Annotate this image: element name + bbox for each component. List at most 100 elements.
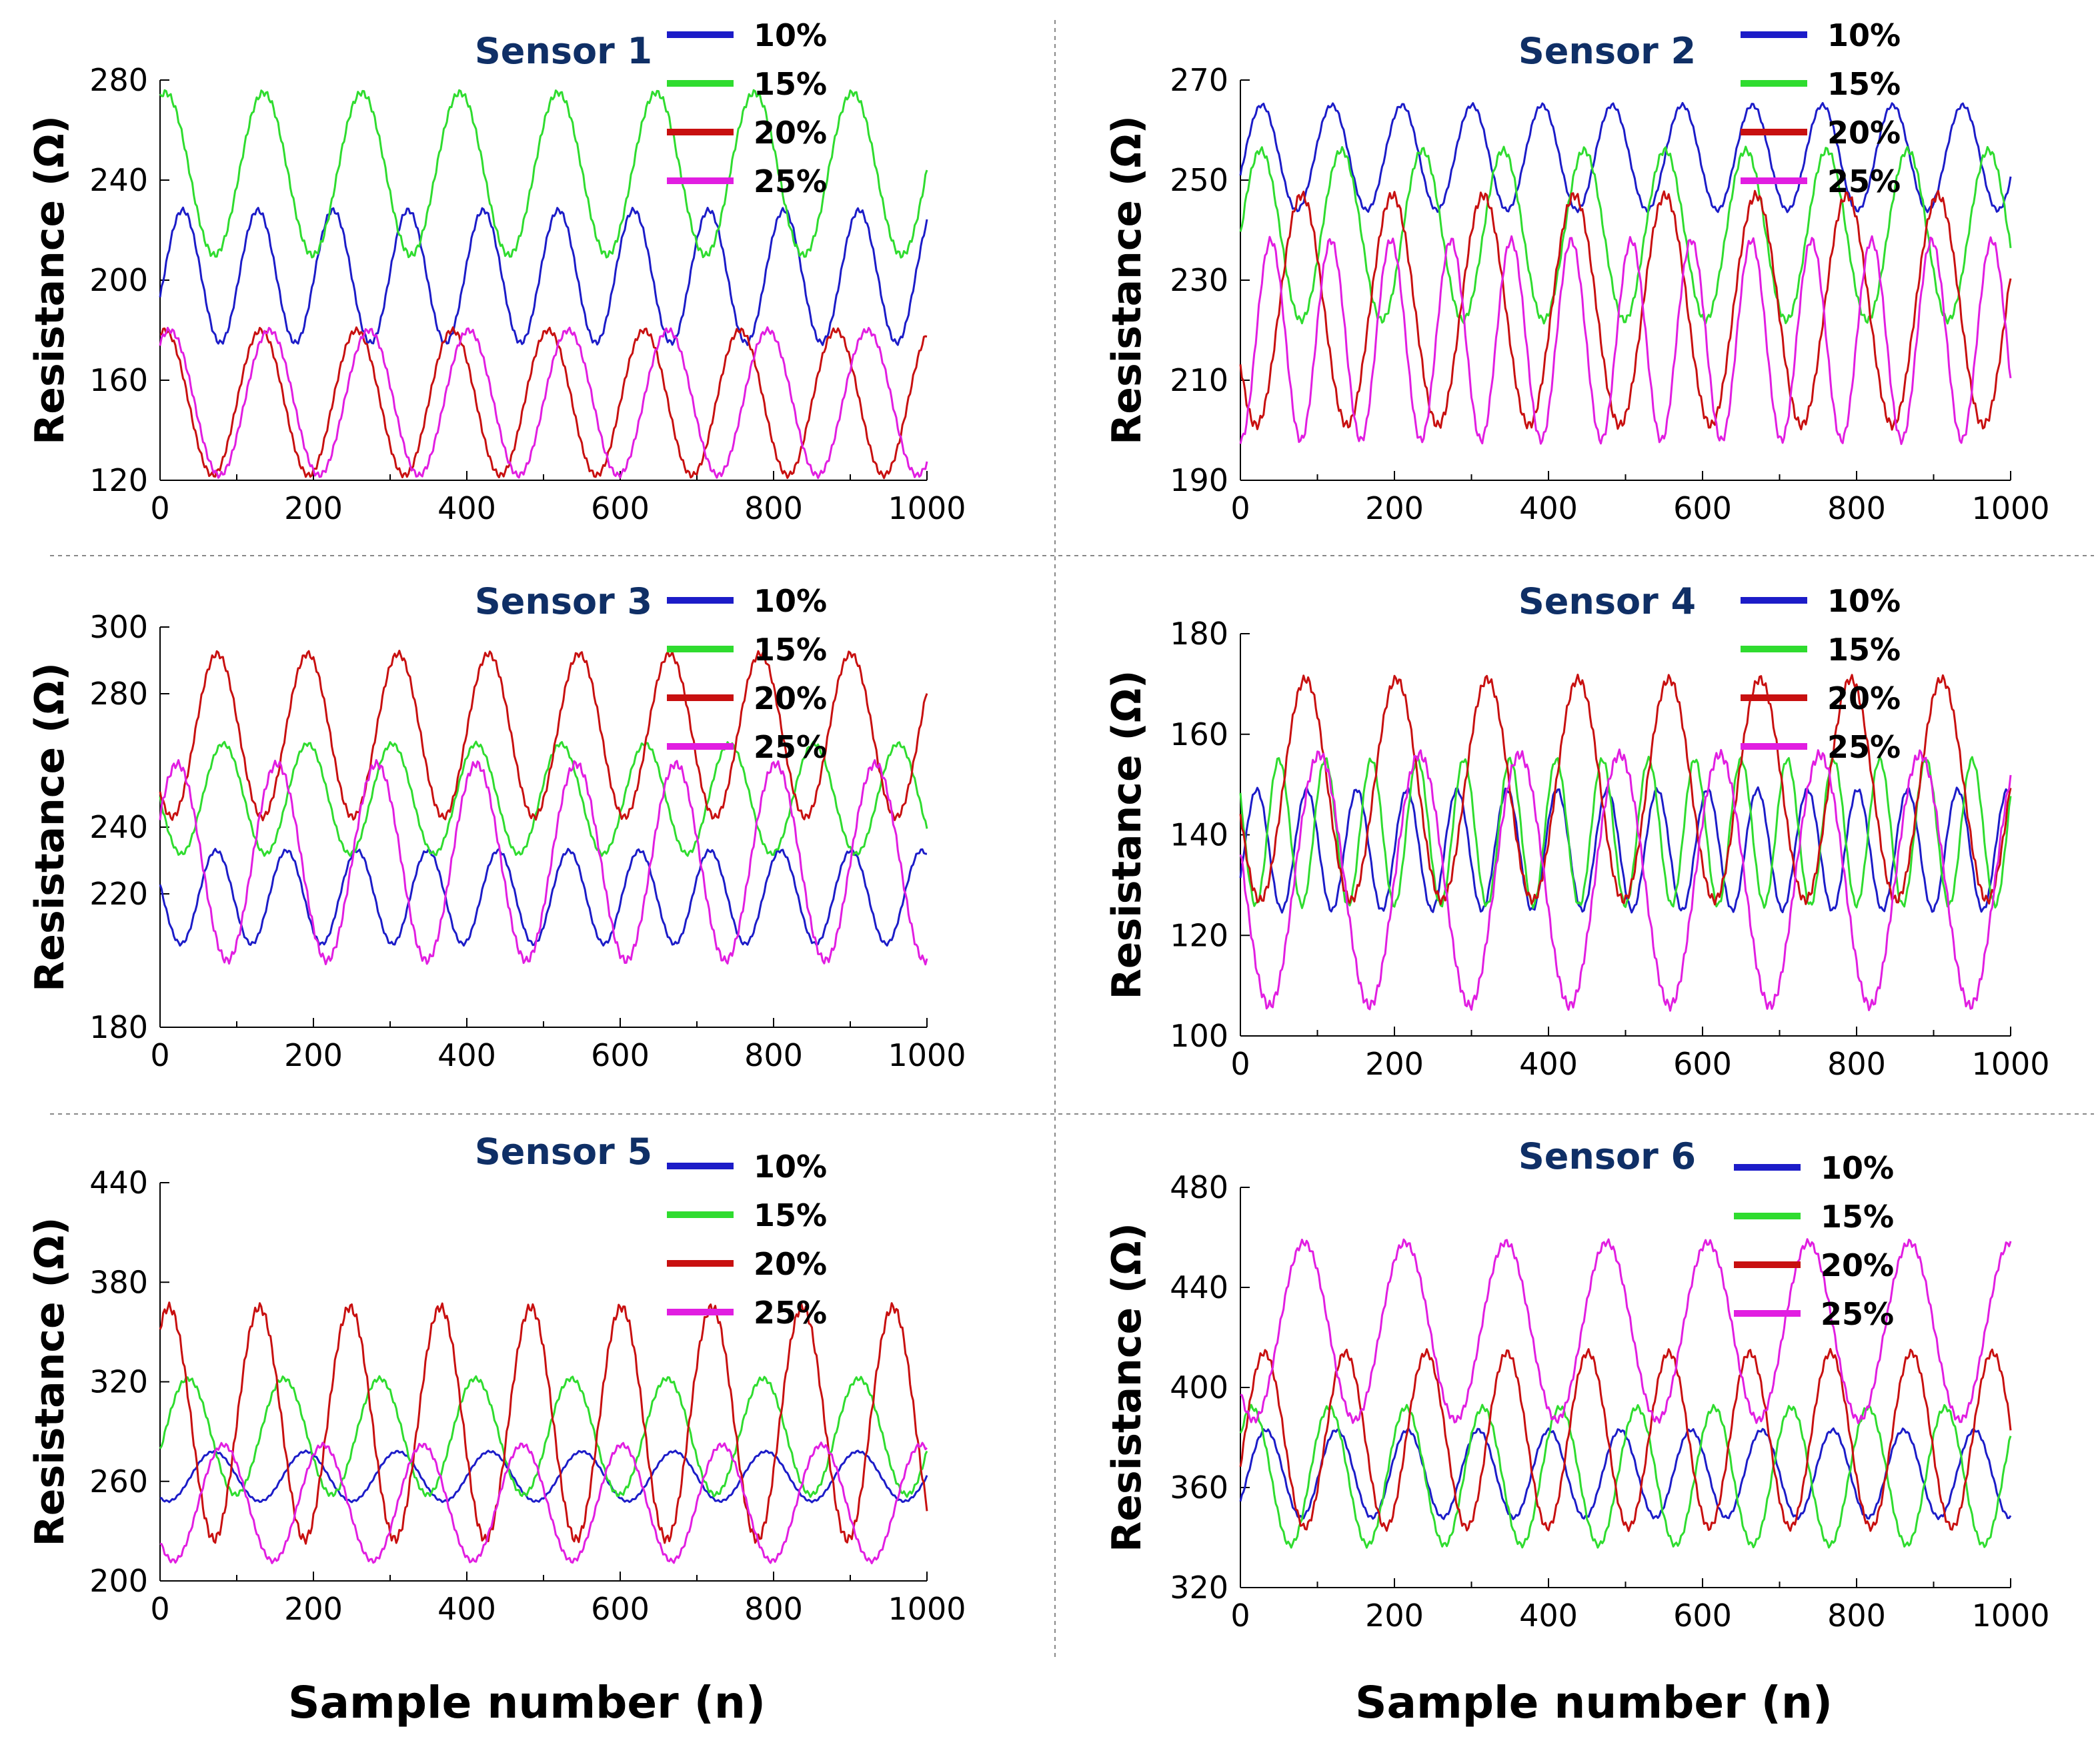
x-tick-label: 200 bbox=[1365, 490, 1424, 526]
legend-label: 15% bbox=[1821, 1199, 1894, 1235]
chart-title: Sensor 4 bbox=[1518, 580, 1696, 622]
x-tick-label: 1000 bbox=[1971, 1598, 2049, 1634]
x-tick-label: 400 bbox=[437, 1037, 496, 1073]
legend-label: 15% bbox=[754, 632, 827, 668]
legend-swatch bbox=[1734, 1310, 1801, 1317]
series-line-15pct bbox=[1239, 755, 2012, 909]
legend-label: 15% bbox=[754, 1197, 827, 1233]
x-tick-label: 0 bbox=[1230, 490, 1250, 526]
x-tick-label: 600 bbox=[1673, 1598, 1732, 1634]
y-tick-label: 190 bbox=[1170, 462, 1228, 498]
x-tick-label: 0 bbox=[150, 1037, 169, 1073]
series-line-15pct bbox=[159, 89, 928, 259]
x-tick-label: 800 bbox=[1827, 1598, 1886, 1634]
x-tick-label: 400 bbox=[437, 490, 496, 526]
series-line-10pct bbox=[1239, 101, 2012, 213]
panel-2: 0 200 400 600 800 1000 190 210 230 250 270 Resistan… bbox=[1104, 17, 2050, 526]
legend-swatch bbox=[1741, 177, 1807, 184]
legend-label: 25% bbox=[754, 1295, 827, 1331]
x-axis-label-left: Sample number (n) bbox=[288, 1677, 766, 1728]
x-tick-label: 600 bbox=[591, 490, 650, 526]
x-tick-label: 600 bbox=[591, 1037, 650, 1073]
y-tick-label: 210 bbox=[1170, 362, 1228, 398]
panel-1: 0 200 400 600 800 1000 120 160 200 240 280 Resistan… bbox=[27, 17, 966, 526]
y-tick-label: 200 bbox=[89, 1563, 148, 1599]
x-tick-label: 200 bbox=[284, 490, 343, 526]
x-tick-label: 1000 bbox=[1971, 490, 2049, 526]
series-line-15pct bbox=[159, 1375, 928, 1498]
legend-label: 10% bbox=[1827, 17, 1901, 53]
panels: 0 200 400 600 800 1000120160200240280Resistan… bbox=[27, 17, 2050, 1634]
x-tick-label: 0 bbox=[150, 1591, 169, 1627]
y-tick-label: 320 bbox=[1170, 1570, 1228, 1606]
x-tick-label: 400 bbox=[437, 1591, 496, 1627]
chart-title: Sensor 3 bbox=[475, 580, 652, 622]
y-tick-label: 140 bbox=[1170, 817, 1228, 853]
y-tick-label: 240 bbox=[89, 162, 148, 198]
y-tick-label: 280 bbox=[89, 676, 148, 712]
legend-label: 15% bbox=[754, 66, 827, 102]
y-tick-label: 180 bbox=[1170, 616, 1228, 652]
series-line-15pct bbox=[1239, 1403, 2012, 1549]
legend-label: 10% bbox=[754, 1149, 827, 1185]
legend-label: 10% bbox=[1827, 583, 1901, 619]
x-tick-label: 400 bbox=[1519, 1598, 1578, 1634]
series-line-25pct bbox=[1239, 748, 2012, 1012]
x-tick-label: 800 bbox=[1827, 1046, 1886, 1082]
legend-swatch bbox=[1741, 646, 1807, 652]
y-axis-label: Resistance (Ω) bbox=[27, 662, 73, 992]
panel-4: 0 200 400 600 800 1000 100 120 140 160 180 Resistan… bbox=[1104, 580, 2050, 1082]
legend-label: 10% bbox=[754, 583, 827, 619]
chart-title: Sensor 2 bbox=[1518, 30, 1696, 72]
legend-label: 25% bbox=[754, 729, 827, 765]
series-line-20pct bbox=[159, 1301, 928, 1545]
legend-label: 20% bbox=[754, 680, 827, 716]
x-tick-label: 800 bbox=[744, 490, 803, 526]
y-tick-label: 440 bbox=[89, 1165, 148, 1201]
series-line-25pct bbox=[159, 758, 928, 966]
legend-swatch bbox=[667, 1163, 734, 1169]
legend-swatch bbox=[667, 1211, 734, 1218]
y-tick-label: 480 bbox=[1170, 1169, 1228, 1205]
x-tick-label: 600 bbox=[1673, 1046, 1732, 1082]
x-axis-label-right: Sample number (n) bbox=[1355, 1677, 1833, 1728]
series-line-20pct bbox=[159, 650, 928, 822]
legend-swatch bbox=[667, 597, 734, 604]
x-tick-label: 1000 bbox=[1971, 1046, 2049, 1082]
legend-label: 10% bbox=[754, 17, 827, 53]
legend-swatch bbox=[1741, 743, 1807, 750]
legend-swatch bbox=[667, 129, 734, 135]
y-axis-label: Resistance (Ω) bbox=[27, 115, 73, 445]
series-line-10pct bbox=[1239, 786, 2011, 914]
y-tick-label: 380 bbox=[89, 1264, 148, 1300]
series-line-20pct bbox=[1239, 189, 2012, 431]
y-tick-label: 100 bbox=[1170, 1018, 1228, 1054]
x-tick-label: 400 bbox=[1519, 1046, 1578, 1082]
legend: 10% 15% 20% 25% bbox=[1741, 17, 1901, 199]
legend-label: 25% bbox=[754, 163, 827, 199]
y-tick-label: 320 bbox=[89, 1364, 148, 1400]
legend-label: 20% bbox=[1827, 680, 1901, 716]
legend: 10% 15% 20% 25% bbox=[667, 583, 827, 765]
x-tick-label: 200 bbox=[1365, 1046, 1424, 1082]
panel-separators bbox=[50, 20, 2094, 1661]
x-tick-label: 200 bbox=[284, 1591, 343, 1627]
x-tick-label: 600 bbox=[1673, 490, 1732, 526]
chart-title: Sensor 1 bbox=[475, 30, 652, 72]
x-tick-label: 0 bbox=[1230, 1046, 1250, 1082]
legend-label: 20% bbox=[1827, 115, 1901, 151]
legend-swatch bbox=[667, 1309, 734, 1315]
x-tick-label: 200 bbox=[284, 1037, 343, 1073]
legend-swatch bbox=[667, 1260, 734, 1267]
series-line-25pct bbox=[1239, 235, 2012, 446]
y-tick-label: 440 bbox=[1170, 1269, 1228, 1305]
series-line-10pct bbox=[159, 848, 928, 947]
legend-swatch bbox=[1734, 1261, 1801, 1268]
legend-swatch bbox=[667, 743, 734, 750]
panel-3: 0 200 400 600 800 1000 180 220 240 280 300 Resistan… bbox=[27, 580, 966, 1073]
y-axis-label: Resistance (Ω) bbox=[27, 1217, 73, 1547]
y-tick-label: 220 bbox=[89, 876, 148, 912]
series-line-20pct bbox=[1239, 1347, 2012, 1532]
chart-title: Sensor 6 bbox=[1518, 1135, 1696, 1177]
